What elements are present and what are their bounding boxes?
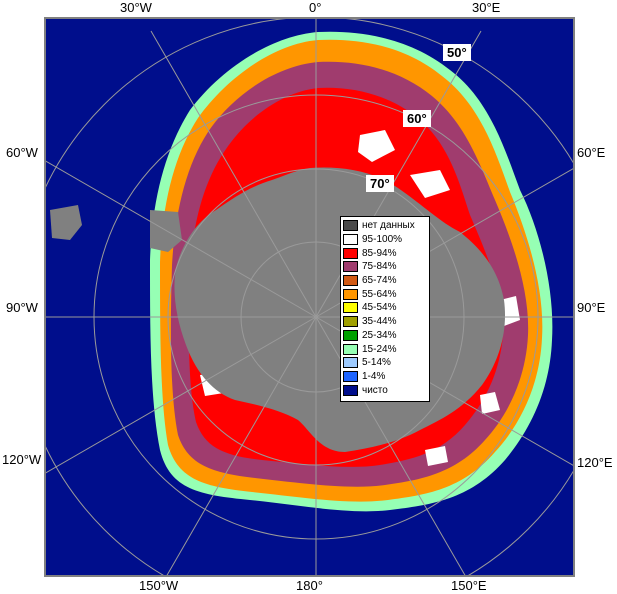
legend-item: 55-64%	[343, 287, 427, 301]
legend-swatch	[343, 288, 358, 300]
ice-white-patch	[358, 130, 395, 162]
legend-label: 95-100%	[362, 234, 403, 246]
lat-label-50: 50°	[443, 44, 471, 61]
legend-item: 35-44%	[343, 315, 427, 329]
legend-item: 25-34%	[343, 329, 427, 343]
lon-label-120w: 120°W	[2, 452, 42, 467]
legend-label: 15-24%	[362, 343, 397, 355]
legend-item: 65-74%	[343, 274, 427, 288]
legend-swatch	[343, 234, 358, 246]
legend-label: 75-84%	[362, 261, 397, 273]
legend-item: 85-94%	[343, 246, 427, 260]
legend-swatch	[343, 357, 358, 369]
legend-label: 55-64%	[362, 288, 397, 300]
south-america-tip	[50, 205, 82, 240]
legend-label: 45-54%	[362, 302, 397, 314]
lat-label-60: 60°	[403, 110, 431, 127]
legend-label: 65-74%	[362, 275, 397, 287]
lon-label-150w: 150°W	[139, 578, 179, 593]
lon-label-90e: 90°E	[577, 300, 606, 315]
legend-item: 95-100%	[343, 233, 427, 247]
legend-item: нет данных	[343, 219, 427, 233]
legend-swatch	[343, 343, 358, 355]
lon-label-0: 0°	[309, 0, 322, 15]
legend-swatch	[343, 220, 358, 232]
legend-label: 25-34%	[362, 329, 397, 341]
legend-swatch	[343, 302, 358, 314]
legend-label: 5-14%	[362, 357, 391, 369]
ice-white-patch	[425, 446, 448, 466]
legend-item: 45-54%	[343, 301, 427, 315]
lon-label-90w: 90°W	[6, 300, 38, 315]
legend-swatch	[343, 384, 358, 396]
legend-swatch	[343, 316, 358, 328]
lon-label-60e: 60°E	[577, 145, 606, 160]
lon-label-150e: 150°E	[451, 578, 487, 593]
legend-swatch	[343, 329, 358, 341]
legend-swatch	[343, 261, 358, 273]
lat-label-70: 70°	[366, 175, 394, 192]
ice-white-patch	[500, 296, 520, 326]
ice-white-patch	[410, 170, 450, 198]
legend-label: нет данных	[362, 220, 415, 232]
lon-label-30e: 30°E	[472, 0, 501, 15]
legend-item: 15-24%	[343, 342, 427, 356]
legend-label: 85-94%	[362, 247, 397, 259]
legend: нет данных 95-100% 85-94% 75-84% 65-74% 55-64…	[340, 216, 430, 402]
legend-swatch	[343, 247, 358, 259]
legend-item: 5-14%	[343, 356, 427, 370]
legend-item: 1-4%	[343, 370, 427, 384]
legend-label: 1-4%	[362, 370, 386, 382]
legend-label: 35-44%	[362, 316, 397, 328]
lon-label-30w: 30°W	[120, 0, 152, 15]
legend-swatch	[343, 370, 358, 382]
lon-label-180: 180°	[296, 578, 323, 593]
legend-item: 75-84%	[343, 260, 427, 274]
legend-swatch	[343, 275, 358, 287]
ice-white-patch	[480, 392, 500, 414]
legend-label: чисто	[362, 384, 388, 396]
legend-item: чисто	[343, 383, 427, 397]
map-frame	[44, 17, 575, 577]
lon-label-120e: 120°E	[577, 455, 613, 470]
lon-label-60w: 60°W	[6, 145, 38, 160]
